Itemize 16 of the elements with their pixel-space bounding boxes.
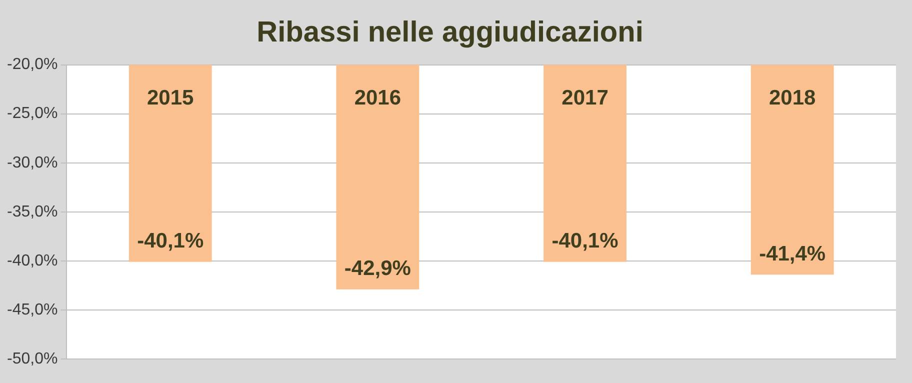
x-tick-label: 2015 xyxy=(147,86,194,110)
y-tick-label: -40,0% xyxy=(6,252,58,270)
y-tick-label: -50,0% xyxy=(6,350,58,368)
x-tick-label: 2018 xyxy=(768,86,816,110)
data-label: -40,1% xyxy=(137,230,204,253)
chart-title: Ribassi nelle aggiudicazioni xyxy=(256,16,644,48)
y-tick-label: -25,0% xyxy=(6,105,58,122)
y-tick-label: -20,0% xyxy=(6,56,58,74)
y-tick-label: -45,0% xyxy=(6,301,58,318)
x-tick-label: 2016 xyxy=(354,86,402,110)
data-label: -41,4% xyxy=(759,242,826,266)
y-tick-label: -30,0% xyxy=(6,154,58,172)
data-label: -42,9% xyxy=(344,257,412,280)
x-tick-label: 2017 xyxy=(562,86,608,110)
y-tick-label: -35,0% xyxy=(6,203,58,220)
data-label: -40,1% xyxy=(552,230,619,253)
